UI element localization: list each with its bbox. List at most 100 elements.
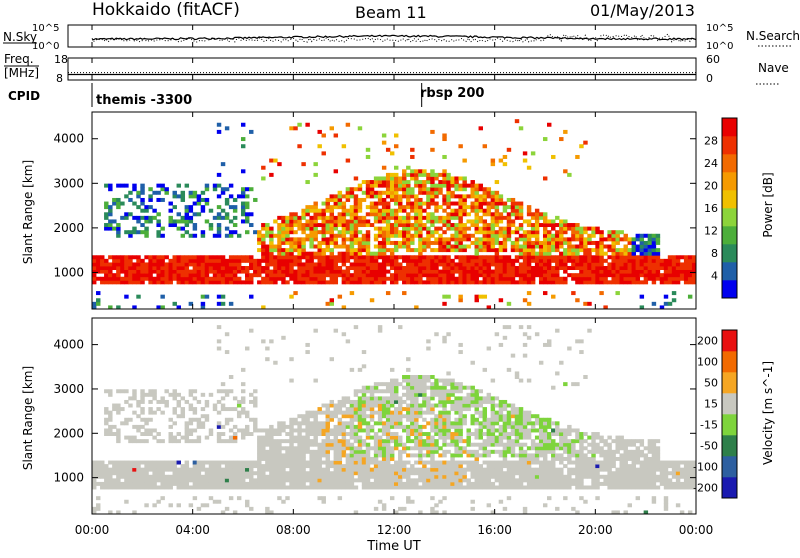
heatmap-cell [297, 450, 301, 454]
heatmap-cell [418, 184, 422, 188]
heatmap-cell [177, 414, 181, 418]
heatmap-cell [374, 180, 378, 184]
heatmap-cell [426, 187, 430, 191]
heatmap-cell [495, 450, 499, 454]
heatmap-cell [177, 461, 181, 465]
heatmap-cell [249, 255, 253, 259]
heatmap-cell [108, 478, 112, 482]
heatmap-cell [483, 425, 487, 429]
heatmap-cell [281, 270, 285, 274]
heatmap-cell [241, 205, 245, 209]
heatmap-cell [519, 227, 523, 231]
heatmap-cell [261, 478, 265, 482]
heatmap-cell [112, 485, 116, 489]
heatmap-cell [503, 266, 507, 270]
heatmap-cell [551, 475, 555, 479]
heatmap-cell [555, 446, 559, 450]
heatmap-cell [289, 436, 293, 440]
heatmap-cell [322, 500, 326, 504]
heatmap-cell [507, 148, 511, 152]
heatmap-cell [281, 471, 285, 475]
heatmap-cell [543, 223, 547, 227]
heatmap-cell [442, 169, 446, 173]
heatmap-cell [644, 241, 648, 245]
heatmap-cell [406, 471, 410, 475]
heatmap-cell [289, 273, 293, 277]
heatmap-cell [406, 396, 410, 400]
heatmap-cell [450, 379, 454, 383]
heatmap-cell [523, 245, 527, 249]
heatmap-cell [454, 443, 458, 447]
heatmap-cell [370, 273, 374, 277]
heatmap-cell [297, 461, 301, 465]
heatmap-cell [471, 389, 475, 393]
heatmap-cell [462, 461, 466, 465]
heatmap-cell [225, 471, 229, 475]
heatmap-cell [245, 202, 249, 206]
heatmap-cell [156, 468, 160, 472]
heatmap-cell [466, 464, 470, 468]
heatmap-cell [523, 255, 527, 259]
heatmap-cell [483, 478, 487, 482]
heatmap-cell [189, 219, 193, 223]
heatmap-cell [386, 277, 390, 281]
heatmap-cell [632, 255, 636, 259]
heatmap-cell [660, 262, 664, 266]
heatmap-cell [495, 191, 499, 195]
heatmap-cell [543, 485, 547, 489]
heatmap-cell [297, 266, 301, 270]
heatmap-cell [390, 457, 394, 461]
heatmap-cell [422, 223, 426, 227]
heatmap-cell [370, 386, 374, 390]
heatmap-cell [483, 439, 487, 443]
heatmap-cell [539, 248, 543, 252]
heatmap-cell [511, 198, 515, 202]
heatmap-cell [358, 187, 362, 191]
heatmap-cell [450, 382, 454, 386]
heatmap-cell [519, 450, 523, 454]
heatmap-cell [144, 270, 148, 274]
heatmap-cell [160, 396, 164, 400]
heatmap-cell [326, 245, 330, 249]
heatmap-cell [382, 198, 386, 202]
heatmap-cell [257, 461, 261, 465]
heatmap-cell [354, 428, 358, 432]
heatmap-cell [338, 205, 342, 209]
heatmap-cell [462, 468, 466, 472]
heatmap-cell [479, 227, 483, 231]
heatmap-cell [185, 270, 189, 274]
heatmap-cell [406, 386, 410, 390]
heatmap-cell [543, 234, 547, 238]
heatmap-cell [104, 259, 108, 263]
heatmap-cell [471, 400, 475, 404]
heatmap-cell [434, 194, 438, 198]
heatmap-cell [189, 503, 193, 507]
heatmap-cell [402, 234, 406, 238]
heatmap-cell [414, 418, 418, 422]
heatmap-cell [100, 277, 104, 281]
heatmap-cell [422, 255, 426, 259]
nsearch-label: N.Search [746, 29, 800, 43]
heatmap-cell [652, 277, 656, 281]
heatmap-cell [104, 468, 108, 472]
heatmap-cell [539, 270, 543, 274]
heatmap-cell [128, 198, 132, 202]
heatmap-cell [479, 471, 483, 475]
heatmap-cell [458, 482, 462, 486]
heatmap-cell [305, 421, 309, 425]
heatmap-cell [442, 259, 446, 263]
heatmap-cell [386, 230, 390, 234]
heatmap-cell [249, 461, 253, 465]
heatmap-cell [350, 248, 354, 252]
heatmap-cell [462, 159, 466, 163]
heatmap-cell [479, 280, 483, 284]
heatmap-cell [390, 216, 394, 220]
heatmap-cell [378, 329, 382, 333]
heatmap-cell [281, 255, 285, 259]
heatmap-cell [503, 336, 507, 340]
heatmap-cell [495, 404, 499, 408]
heatmap-cell [406, 425, 410, 429]
heatmap-cell [535, 245, 539, 249]
heatmap-cell [535, 436, 539, 440]
heatmap-cell [245, 259, 249, 263]
